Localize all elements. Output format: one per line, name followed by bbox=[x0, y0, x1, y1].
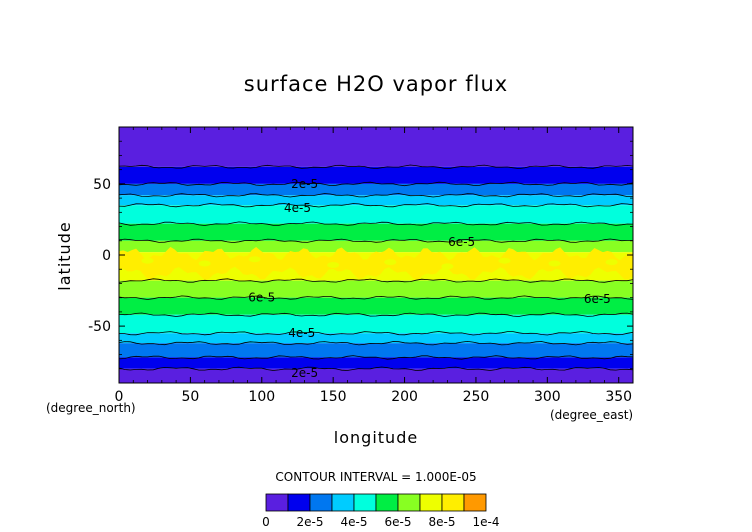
contour-band bbox=[119, 297, 633, 315]
contour-band bbox=[119, 343, 633, 358]
colorbar-swatch bbox=[463, 493, 487, 512]
y-tick-label: 0 bbox=[102, 248, 111, 264]
contour-line bbox=[118, 181, 634, 187]
axis-ticks bbox=[118, 127, 633, 383]
contour-band bbox=[119, 127, 633, 167]
contour-band bbox=[119, 333, 633, 344]
contour-label: 4e-5 bbox=[288, 326, 315, 340]
y-axis-label: latitude bbox=[55, 221, 74, 290]
contour-region bbox=[141, 257, 154, 264]
x-axis-label: longitude bbox=[334, 428, 418, 447]
x-tick-label: 250 bbox=[463, 389, 490, 405]
contour-line bbox=[118, 355, 634, 360]
colorbar-tick-label: 1e-4 bbox=[473, 515, 500, 529]
contour-region bbox=[548, 260, 561, 267]
tick-labels: 0 50 100 150 200 250 300 350 -50 0 50 bbox=[88, 177, 632, 405]
contour-line bbox=[118, 164, 634, 170]
contour-band bbox=[119, 166, 633, 184]
colorbar-tick-label: 2e-5 bbox=[297, 515, 324, 529]
colorbar-swatch bbox=[287, 493, 311, 512]
x-tick-label: 0 bbox=[115, 389, 124, 405]
x-tick-label: 200 bbox=[391, 389, 418, 405]
contour-band bbox=[119, 240, 633, 253]
contour-label: 4e-5 bbox=[284, 201, 311, 215]
contour-band bbox=[119, 314, 633, 334]
contour-band bbox=[119, 280, 633, 298]
y-tick-label: 50 bbox=[93, 177, 111, 193]
contour-label: 2e-5 bbox=[291, 177, 318, 191]
contour-line bbox=[118, 312, 634, 317]
contour-band bbox=[119, 368, 633, 383]
x-tick-label: 100 bbox=[248, 389, 275, 405]
y-tick-label: -50 bbox=[88, 319, 111, 335]
x-tick-label: 50 bbox=[181, 389, 199, 405]
contour-line bbox=[118, 278, 634, 283]
contour-region bbox=[327, 261, 340, 268]
colorbar-labels: 0 2e-5 4e-5 6e-5 8e-5 1e-4 bbox=[262, 515, 499, 529]
contour-line bbox=[118, 193, 633, 198]
x-units-label: (degree_east) bbox=[550, 408, 633, 422]
x-tick-label: 350 bbox=[605, 389, 632, 405]
contour-band bbox=[119, 205, 633, 224]
colorbar-swatch bbox=[441, 493, 465, 512]
x-tick-label: 300 bbox=[534, 389, 561, 405]
contour-region bbox=[248, 256, 261, 263]
contour-labels: 2e-5 4e-5 6e-5 6e-5 6e-5 4e-5 2e-5 bbox=[248, 177, 611, 380]
contour-region bbox=[441, 263, 454, 270]
contour-label: 6e-5 bbox=[448, 235, 475, 249]
contour-line bbox=[118, 331, 634, 336]
contour-band bbox=[119, 195, 633, 206]
colorbar-swatch bbox=[309, 493, 333, 512]
colorbar-swatch bbox=[419, 493, 443, 512]
colorbar-swatch bbox=[265, 493, 289, 512]
contour-line bbox=[118, 203, 634, 208]
contour-label: 2e-5 bbox=[291, 366, 318, 380]
contour-line bbox=[118, 238, 633, 244]
contour-label: 6e-5 bbox=[248, 291, 275, 305]
colorbar bbox=[265, 493, 487, 512]
colorbar-swatch bbox=[375, 493, 399, 512]
colorbar-swatch bbox=[331, 493, 355, 512]
y-units-label: (degree_north) bbox=[46, 401, 136, 415]
colorbar-tick-label: 8e-5 bbox=[429, 515, 456, 529]
colorbar-tick-label: 6e-5 bbox=[385, 515, 412, 529]
colorbar-swatch bbox=[397, 493, 421, 512]
contour-line bbox=[118, 221, 634, 226]
contour-region bbox=[605, 259, 618, 266]
contour-band bbox=[119, 357, 633, 369]
contour-region bbox=[384, 259, 397, 266]
contour-lines bbox=[118, 164, 634, 371]
x-tick-label: 150 bbox=[320, 389, 347, 405]
contour-region bbox=[498, 257, 511, 264]
contour-band bbox=[119, 223, 633, 241]
contour-region bbox=[119, 246, 633, 280]
contour-interval-text: CONTOUR INTERVAL = 1.000E-05 bbox=[275, 470, 476, 484]
contour-band bbox=[119, 183, 633, 196]
tropical-maximum-patches bbox=[119, 246, 633, 280]
contour-line bbox=[118, 295, 634, 300]
colorbar-swatch bbox=[353, 493, 377, 512]
contour-label: 6e-5 bbox=[584, 292, 611, 306]
contour-line bbox=[118, 366, 634, 371]
chart-title: surface H2O vapor flux bbox=[244, 72, 508, 96]
contour-line bbox=[118, 340, 634, 346]
colorbar-tick-label: 0 bbox=[262, 515, 270, 529]
colorbar-tick-label: 4e-5 bbox=[341, 515, 368, 529]
contour-region bbox=[198, 260, 211, 267]
